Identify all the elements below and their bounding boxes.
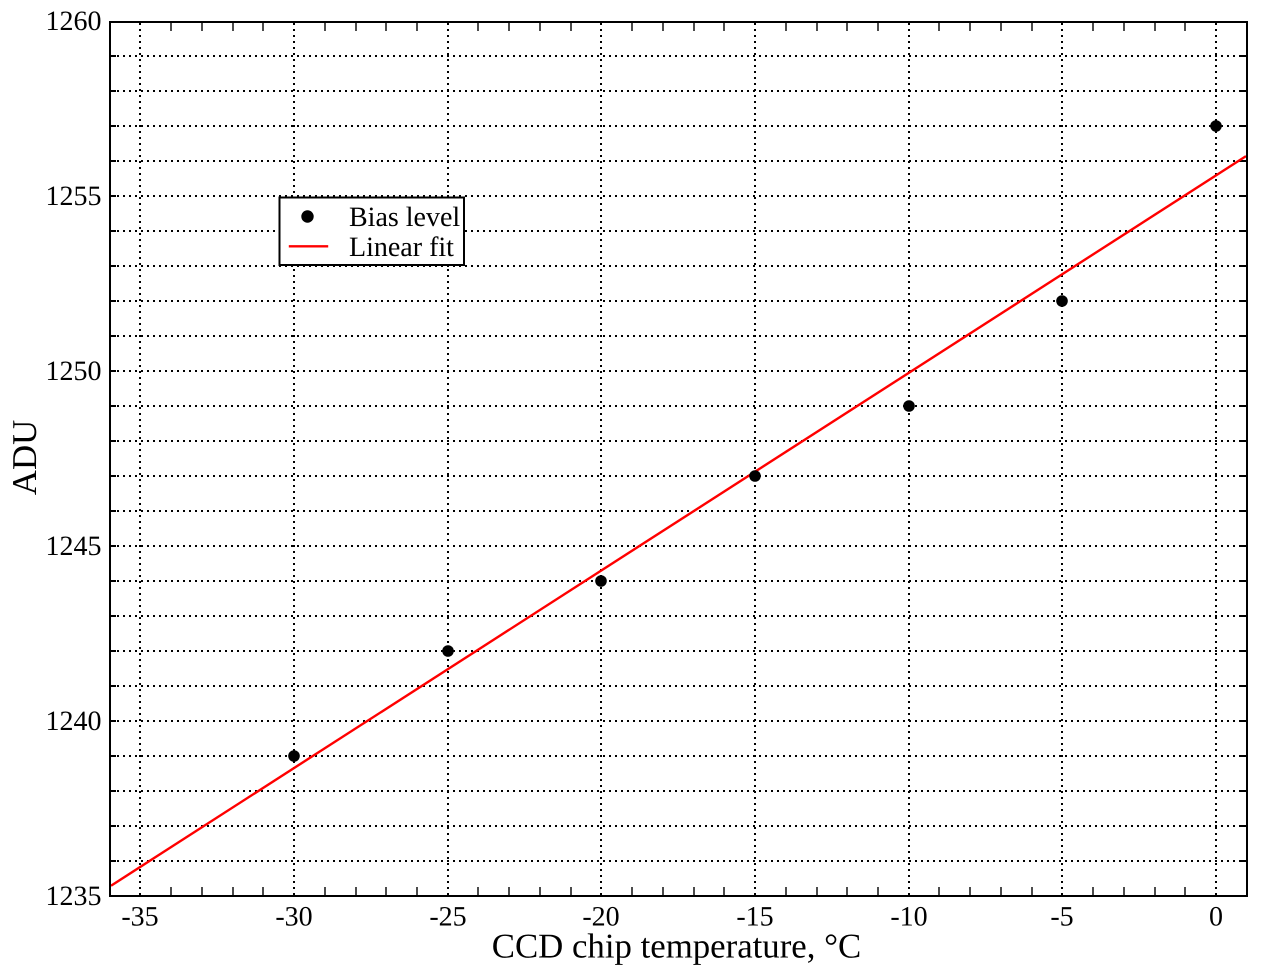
svg-text:-35: -35 xyxy=(121,902,158,933)
svg-text:-15: -15 xyxy=(736,902,773,933)
svg-text:-25: -25 xyxy=(429,902,466,933)
svg-text:-20: -20 xyxy=(582,902,619,933)
svg-text:1245: 1245 xyxy=(46,531,102,562)
svg-text:-30: -30 xyxy=(275,902,312,933)
svg-text:CCD chip temperature, °C: CCD chip temperature, °C xyxy=(492,927,862,966)
svg-text:1250: 1250 xyxy=(46,356,102,387)
svg-text:-5: -5 xyxy=(1050,902,1073,933)
svg-text:Linear fit: Linear fit xyxy=(349,232,454,263)
svg-text:Bias level: Bias level xyxy=(349,202,460,233)
svg-text:-10: -10 xyxy=(890,902,927,933)
svg-text:0: 0 xyxy=(1209,902,1223,933)
svg-text:1240: 1240 xyxy=(46,706,102,737)
svg-text:1255: 1255 xyxy=(46,181,102,212)
svg-text:1260: 1260 xyxy=(46,6,102,37)
svg-text:1235: 1235 xyxy=(46,881,102,912)
svg-text:ADU: ADU xyxy=(5,420,44,495)
